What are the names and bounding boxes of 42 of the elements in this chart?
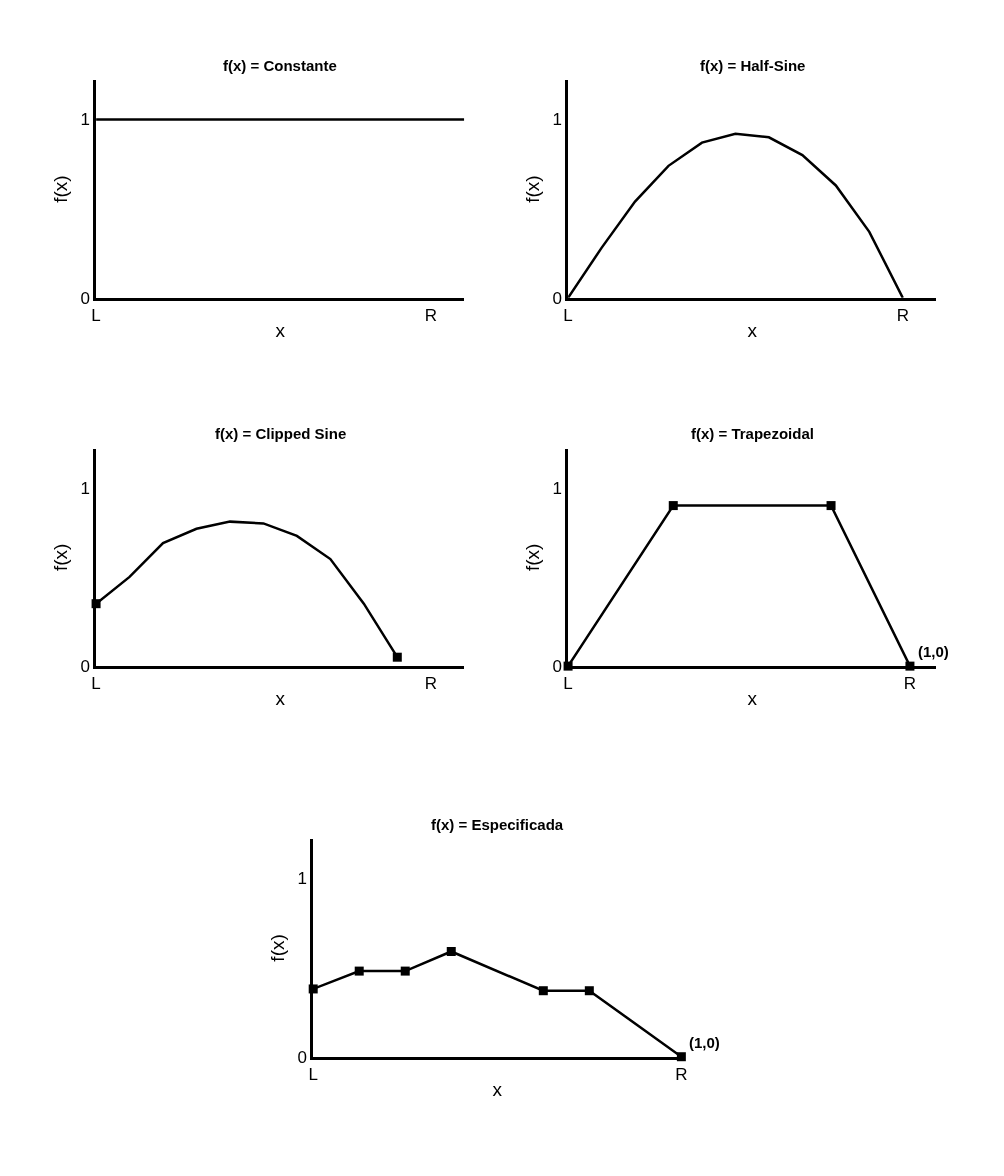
annotation: (1,0) [918,643,949,660]
x-axis-title: x [275,319,286,341]
chart-title: f(x) = Half-Sine [700,57,806,74]
y-axis-title: f(x) [267,934,289,962]
point [400,966,410,976]
x-tick-label: R [896,305,909,325]
x-tick-label: L [91,305,101,325]
x-tick-label: R [903,674,917,694]
point [584,986,594,996]
x-axis-title: x [275,688,286,710]
chart-title: f(x) = Clipped Sine [215,425,347,442]
x-axis-title: x [747,688,758,710]
y-tick-label: 1 [80,478,90,498]
x-tick-label: L [91,674,101,694]
y-tick-label: 0 [80,657,90,677]
annotation: (1,0) [689,1034,720,1051]
chart-title: f(x) = Constante [223,57,337,74]
y-tick-label: 1 [80,110,90,130]
y-axis-title: f(x) [50,543,72,572]
x-axis-title: x [747,319,758,341]
y-axis-title: f(x) [522,175,544,203]
y-tick-label: 0 [552,657,562,677]
y-tick-label: 1 [297,869,308,889]
point [538,986,548,996]
y-tick-label: 0 [80,288,90,308]
y-axis-title: f(x) [50,175,72,203]
x-tick-label: R [424,674,437,694]
point [446,946,456,956]
chart-title: f(x) = Trapezoidal [691,425,814,442]
x-axis-title: x [492,1078,503,1100]
x-tick-label: L [308,1064,318,1084]
y-axis-title: f(x) [522,543,544,572]
y-tick-label: 1 [552,478,562,498]
y-tick-label: 0 [297,1047,308,1067]
x-tick-label: R [424,305,437,325]
chart-title: f(x) = Especificada [431,816,564,833]
y-tick-label: 1 [552,110,562,130]
x-tick-label: R [675,1064,688,1084]
point [354,966,364,976]
y-tick-label: 0 [552,288,562,308]
x-tick-label: L [563,674,573,694]
x-tick-label: L [563,305,573,325]
